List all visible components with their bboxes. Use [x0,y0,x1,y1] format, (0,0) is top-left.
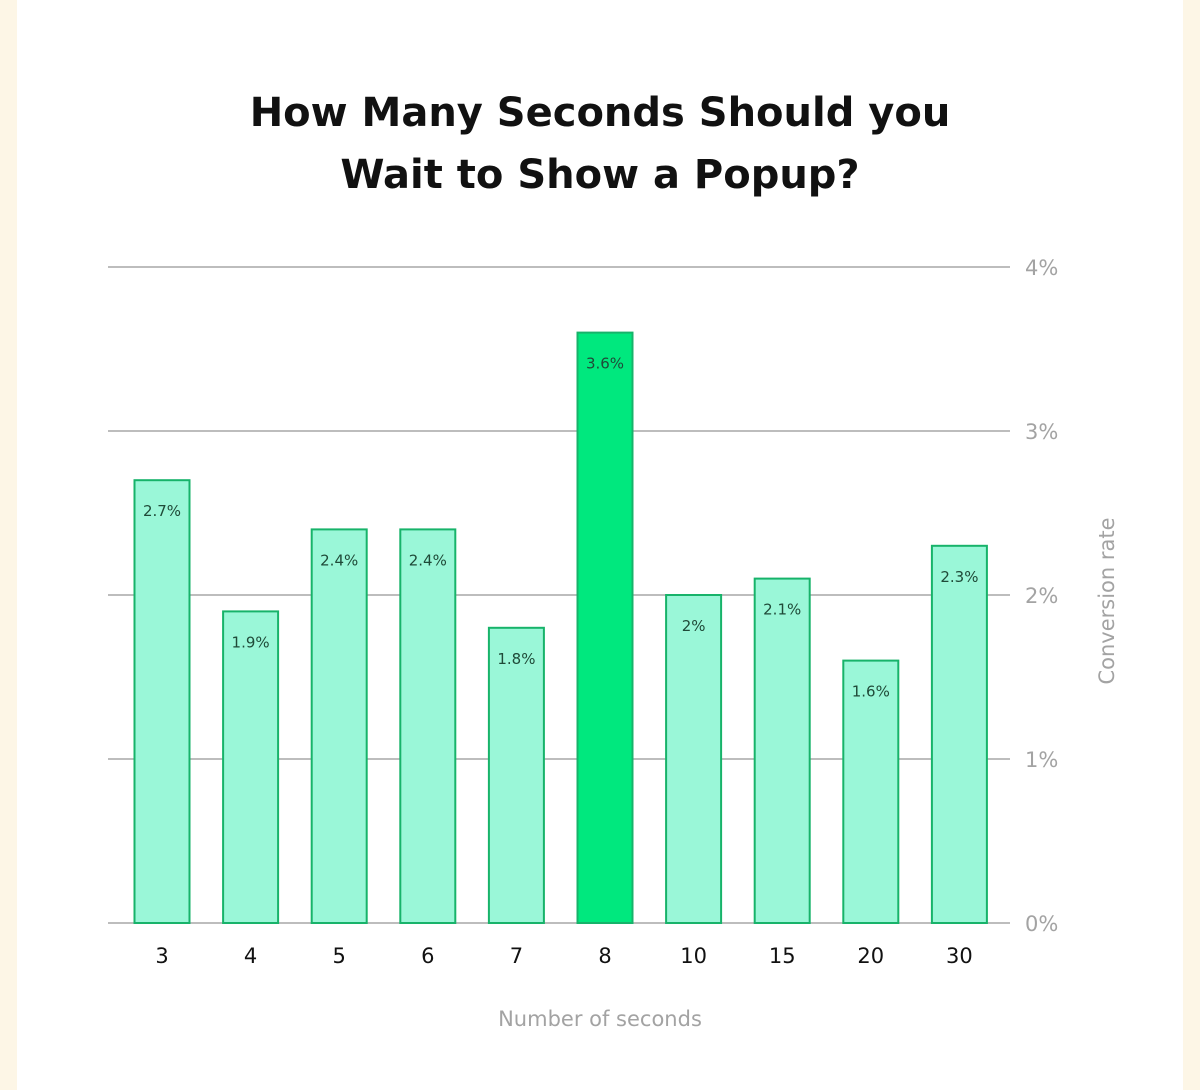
y-tick-label: 4% [1025,256,1058,280]
x-tick-label: 30 [946,944,973,968]
bar-value-label: 3.6% [586,355,624,373]
chart-title: How Many Seconds Should you Wait to Show… [0,82,1200,206]
x-tick-label: 4 [244,944,257,968]
bar-value-label: 2.1% [763,601,801,619]
x-tick-label: 20 [857,944,884,968]
x-tick-label: 5 [333,944,346,968]
bar-value-label: 2.4% [409,551,447,569]
bar [133,479,191,924]
y-tick-label: 3% [1025,420,1058,444]
x-tick-label: 15 [769,944,796,968]
y-tick-label: 0% [1025,912,1058,936]
x-tick-label: 10 [680,944,707,968]
bar [487,626,545,924]
bar [222,610,280,925]
bar-value-label: 2% [682,617,706,635]
bar-value-labels: 2.7% 1.9% 2.4% 2.4% 1.8% 3.6% 2% 2.1% 1.6% 2.3% [143,355,979,701]
bar-value-label: 2.4% [320,551,358,569]
x-tick-label: 8 [598,944,611,968]
x-tick-label: 7 [510,944,523,968]
bar-value-label: 2.3% [940,568,978,586]
y-axis-label: Conversion rate [1095,517,1119,684]
y-tick-label: 2% [1025,584,1058,608]
bar [665,594,723,924]
bar-value-label: 2.7% [143,502,181,520]
x-tick-label: 6 [421,944,434,968]
bar [399,528,457,925]
x-axis-ticks: 3 4 5 6 7 8 10 15 20 30 [155,944,972,968]
bar [842,659,900,924]
bars [133,331,988,925]
y-tick-label: 1% [1025,748,1058,772]
bar [310,528,368,925]
bar [753,577,811,924]
bar-value-label: 1.9% [232,633,270,651]
chart-title-line-2: Wait to Show a Popup? [340,152,860,198]
bar-value-label: 1.8% [497,650,535,668]
bar [930,544,988,924]
x-tick-label: 3 [155,944,168,968]
bar-value-label: 1.6% [852,683,890,701]
y-axis-ticks: 0% 1% 2% 3% 4% [1025,256,1058,936]
bar [576,331,634,925]
x-axis-label: Number of seconds [498,1007,702,1031]
chart-title-line-1: How Many Seconds Should you [249,90,951,136]
